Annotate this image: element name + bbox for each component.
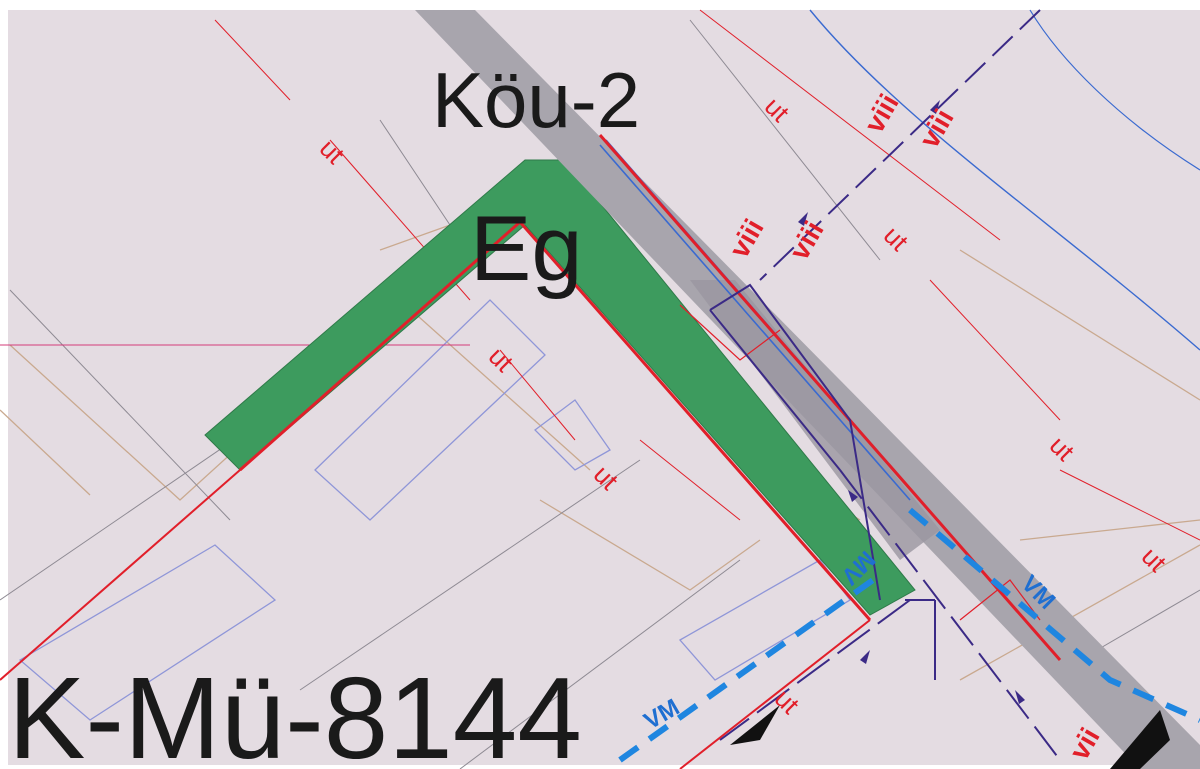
red-boundary xyxy=(679,619,871,769)
purple-line xyxy=(709,283,881,601)
blue-dashed-line xyxy=(908,507,1200,723)
red-thin-line xyxy=(639,439,741,521)
red-boundary xyxy=(239,219,872,621)
building-outline xyxy=(678,559,851,681)
blue-curve xyxy=(1029,9,1200,171)
parcel-line xyxy=(0,409,91,496)
grey-line xyxy=(9,289,231,521)
parcel-line xyxy=(959,249,1200,401)
purple-line xyxy=(709,309,841,471)
blue-dashed-boundary xyxy=(618,507,1200,763)
parcel-line xyxy=(1019,519,1200,541)
zone-code-label: Köu-2 xyxy=(432,56,640,144)
red-boundaries xyxy=(0,134,1062,769)
arrow-head xyxy=(860,650,870,664)
purple-dashed xyxy=(839,469,1061,761)
building-outline xyxy=(314,299,546,521)
parcel-code-label: K-Mü-8144 xyxy=(8,653,582,769)
parcel-line xyxy=(539,499,761,591)
red-thin-line xyxy=(499,349,576,441)
building-outlines-blue xyxy=(18,299,851,721)
zone-sub-label: Eg xyxy=(470,198,583,300)
red-thin-line xyxy=(1059,469,1200,541)
red-boundary xyxy=(0,469,241,681)
red-boundary xyxy=(598,134,1062,661)
purple-dashed xyxy=(759,9,1041,281)
red-thin-line xyxy=(214,19,291,101)
red-thin-line xyxy=(699,9,1001,241)
red-boundary xyxy=(959,579,1041,621)
north-arrow-icon xyxy=(1110,710,1170,769)
grey-line xyxy=(379,119,461,241)
map-background xyxy=(8,10,1200,765)
grey-line xyxy=(459,559,741,769)
building-outline xyxy=(534,399,611,471)
blue-curve xyxy=(809,9,1200,351)
blue-dashed-line xyxy=(618,572,882,763)
purple-dashed xyxy=(719,599,911,741)
red-small-boundaries xyxy=(679,304,1041,621)
grey-line xyxy=(299,459,641,691)
blue-line xyxy=(599,144,911,501)
building-outline xyxy=(18,544,277,721)
red-thin-line xyxy=(929,279,1061,421)
red-boundary xyxy=(679,304,781,361)
arrow-head xyxy=(930,100,940,114)
arrow-head xyxy=(848,490,858,502)
arrow-head xyxy=(798,212,808,226)
pointer-arrow-icon xyxy=(730,705,780,745)
parcel-line xyxy=(959,544,1200,681)
arrow-head xyxy=(1015,690,1025,704)
purple-utility-lines xyxy=(709,9,1061,761)
grey-line xyxy=(689,19,881,261)
flow-arrows xyxy=(798,100,1025,704)
